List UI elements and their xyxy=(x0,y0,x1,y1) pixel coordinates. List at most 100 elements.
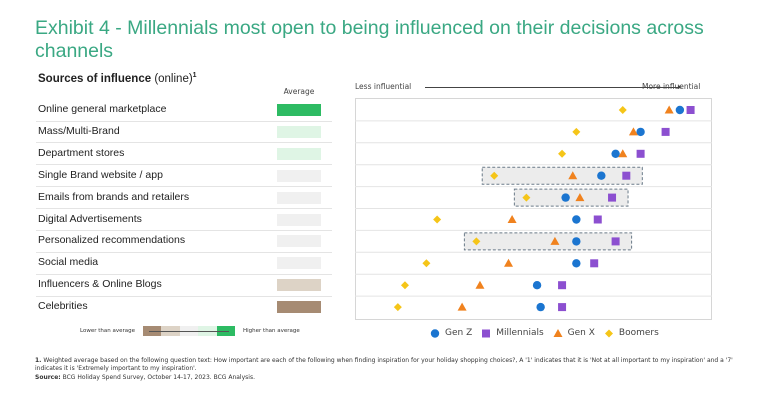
average-swatch xyxy=(277,257,321,270)
row-divider xyxy=(36,230,332,231)
millennials-point xyxy=(661,127,670,136)
footnote-text: Weighted average based on the following … xyxy=(35,357,733,373)
category-label: Single Brand website / app xyxy=(38,168,163,181)
gen-z-point xyxy=(532,281,542,290)
gen-x-point xyxy=(475,280,485,289)
gen-z-point xyxy=(675,105,685,115)
gen-x-point xyxy=(618,149,628,158)
footnote-marker: 1 xyxy=(192,72,197,79)
axis-arrow xyxy=(425,85,682,89)
millennials-point xyxy=(558,281,567,290)
category-label: Social media xyxy=(38,256,99,269)
average-swatch xyxy=(277,279,321,292)
scale-high-label: Higher than average xyxy=(243,328,300,334)
row-divider xyxy=(36,273,332,275)
average-swatch xyxy=(277,125,321,138)
boomers-point xyxy=(522,193,531,202)
more-influential-label: More influential xyxy=(642,82,701,91)
footnote-number: 1. xyxy=(35,357,42,364)
gen-z-point xyxy=(611,149,620,158)
diamond-icon xyxy=(604,329,613,338)
gen-z-point xyxy=(597,171,606,180)
average-swatch xyxy=(277,301,321,314)
boomers-point xyxy=(400,281,409,290)
boomers-point xyxy=(490,171,499,180)
millennials-point xyxy=(590,259,599,268)
boomers-point xyxy=(422,259,431,268)
chart-title: Exhibit 4 - Millennials most open to bei… xyxy=(35,17,704,62)
millennials-point xyxy=(558,303,567,312)
triangle-icon xyxy=(553,329,563,337)
row-divider xyxy=(36,186,332,188)
legend-item: Gen X xyxy=(553,328,595,338)
gen-x-point xyxy=(628,127,638,136)
subhead-paren: (online) xyxy=(154,72,193,85)
gen-z-point xyxy=(561,193,570,202)
average-swatch xyxy=(277,235,321,248)
average-swatch xyxy=(277,104,321,116)
category-label: Celebrities xyxy=(38,300,88,313)
square-icon xyxy=(482,329,491,338)
highlight-box xyxy=(463,232,633,251)
plot-area xyxy=(355,98,712,320)
gen-z-point xyxy=(572,259,581,268)
gen-x-point xyxy=(575,193,585,202)
row-divider xyxy=(36,120,332,122)
less-influential-label: Less influential xyxy=(355,82,412,91)
average-swatch xyxy=(277,191,321,204)
gen-x-point xyxy=(504,258,514,267)
row-divider xyxy=(36,164,332,166)
circle-icon xyxy=(430,329,440,338)
millennials-point xyxy=(636,149,645,158)
scale-low-label: Lower than average xyxy=(80,328,135,334)
highlight-box xyxy=(513,188,629,207)
boomers-point xyxy=(433,215,442,224)
gen-z-point xyxy=(636,127,645,137)
legend-item: Boomers xyxy=(604,328,659,338)
average-scale-legend: Lower than average Higher than average xyxy=(80,326,300,336)
gen-x-point xyxy=(457,302,467,311)
gen-z-point xyxy=(572,215,581,224)
gen-z-point xyxy=(572,237,581,246)
footnote: 1. Weighted average based on the followi… xyxy=(35,357,755,382)
row-divider xyxy=(36,251,332,253)
left-panel-heading: Sources of influence (online)1 xyxy=(38,72,197,85)
legend-label: Gen Z xyxy=(445,328,473,338)
row-divider xyxy=(36,142,332,144)
subhead-text: Sources of influence xyxy=(38,72,155,85)
boomers-point xyxy=(572,127,581,136)
boomers-point xyxy=(618,106,627,114)
legend-item: Gen Z xyxy=(430,328,472,338)
dot-plot xyxy=(355,105,712,312)
millennials-point xyxy=(611,237,620,246)
legend: Gen Z Millennials Gen X Boomers xyxy=(430,328,659,338)
category-label: Department stores xyxy=(38,146,125,159)
average-swatch xyxy=(277,213,321,226)
gen-x-point xyxy=(664,105,674,114)
millennials-point xyxy=(593,215,602,224)
millennials-point xyxy=(608,193,617,202)
average-swatch xyxy=(277,147,321,160)
average-column-header: Average xyxy=(283,87,315,96)
row-divider xyxy=(36,295,332,297)
legend-label: Gen X xyxy=(567,328,595,338)
source-label: Source: xyxy=(35,373,61,381)
legend-label: Boomers xyxy=(618,328,659,338)
category-label: Mass/Multi-Brand xyxy=(38,124,120,137)
boomers-point xyxy=(393,303,402,312)
millennials-point xyxy=(686,106,695,114)
category-label: Influencers & Online Blogs xyxy=(38,278,162,291)
gen-x-point xyxy=(507,215,517,223)
gen-x-point xyxy=(568,171,578,180)
source-text: BCG Holiday Spend Survey, October 14-17,… xyxy=(60,373,255,381)
category-label: Personalized recommendations xyxy=(38,234,186,247)
millennials-point xyxy=(622,171,631,180)
category-label: Online general marketplace xyxy=(38,103,167,115)
legend-item: Millennials xyxy=(481,328,544,338)
category-label: Digital Advertisements xyxy=(38,212,142,225)
average-swatch xyxy=(277,169,321,182)
gen-z-point xyxy=(536,302,545,312)
row-divider xyxy=(36,208,332,210)
category-label: Emails from brands and retailers xyxy=(38,190,190,203)
gen-x-point xyxy=(550,236,560,245)
